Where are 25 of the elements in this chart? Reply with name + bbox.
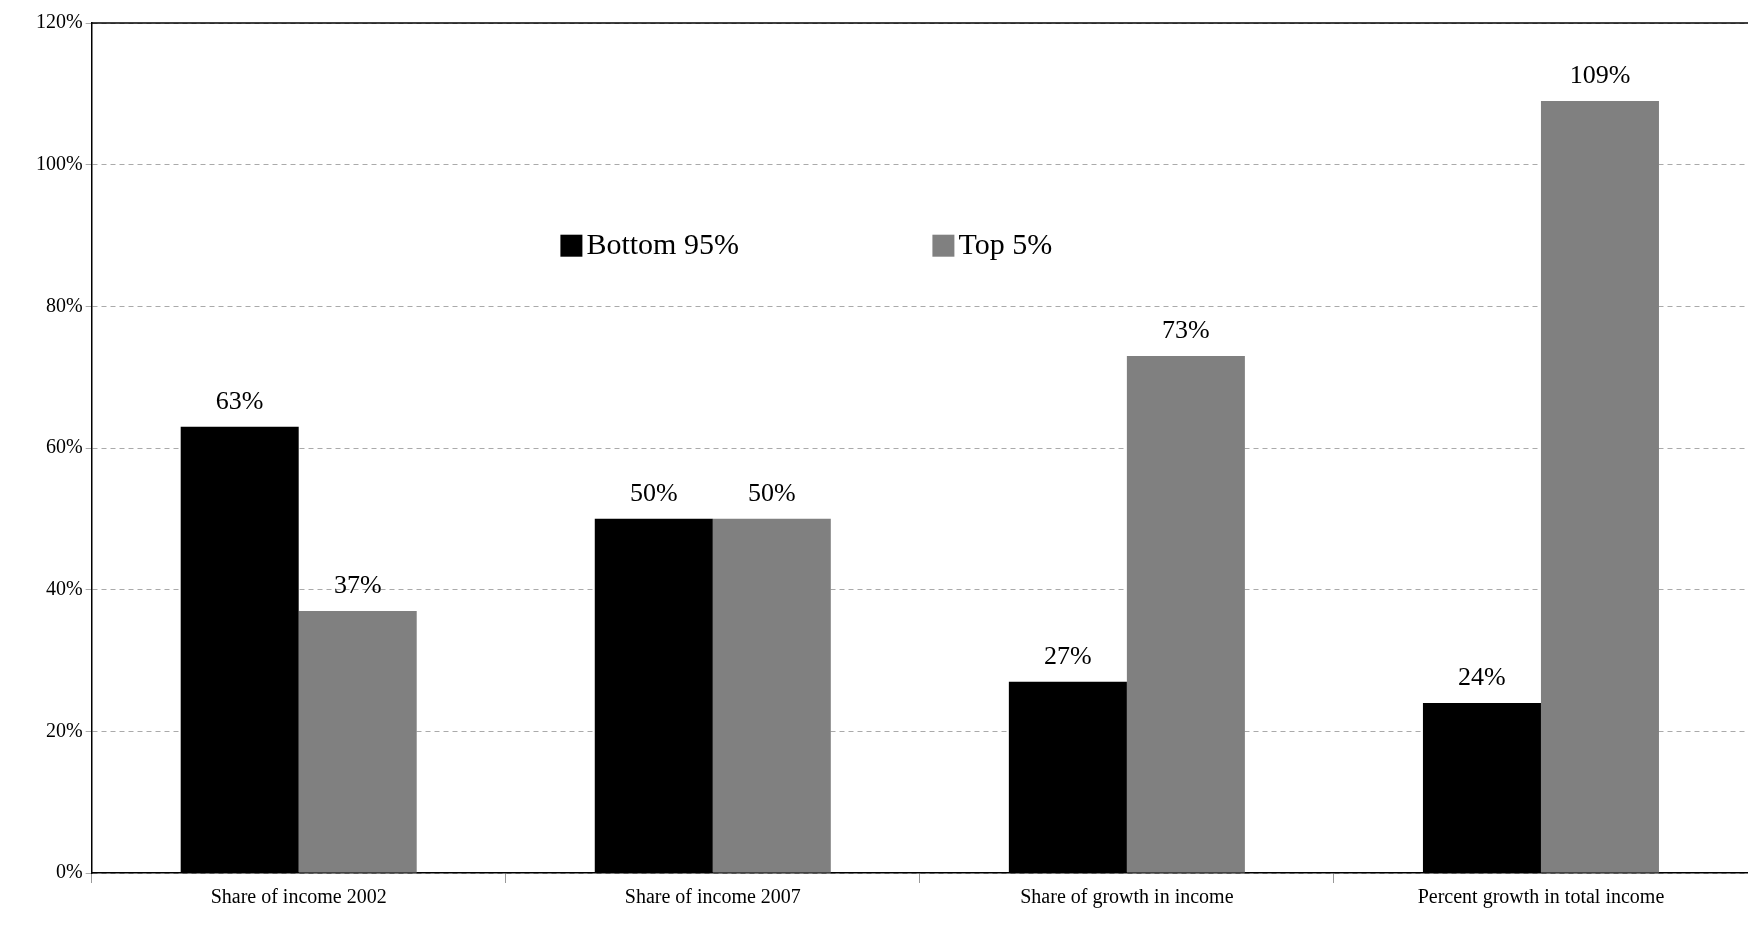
y-tick-label: 60% xyxy=(45,435,83,458)
x-tick-label: Share of growth in income xyxy=(1020,885,1234,909)
y-tick-label: 40% xyxy=(45,576,83,599)
data-label: 37% xyxy=(333,569,382,599)
data-label: 50% xyxy=(747,477,796,507)
data-label: 63% xyxy=(215,385,264,415)
bar xyxy=(712,518,831,873)
x-tick-label: Share of income 2007 xyxy=(624,885,801,908)
x-tick-label: Percent growth in total income xyxy=(1417,885,1665,909)
data-label: 24% xyxy=(1458,661,1506,691)
legend-label: Top 5% xyxy=(958,226,1053,260)
data-label: 109% xyxy=(1569,59,1631,89)
x-tick-label: Share of income 2002 xyxy=(210,885,387,908)
y-tick-label: 20% xyxy=(45,718,83,741)
y-tick-label: 100% xyxy=(35,151,83,174)
y-tick-label: 0% xyxy=(55,860,83,883)
data-label: 27% xyxy=(1044,640,1092,670)
y-tick-label: 120% xyxy=(35,10,83,33)
data-label: 73% xyxy=(1162,314,1210,344)
data-label: 50% xyxy=(629,477,678,507)
y-tick-label: 80% xyxy=(45,293,83,316)
bar xyxy=(1540,100,1659,873)
bar xyxy=(1126,355,1245,873)
bar xyxy=(298,610,417,873)
legend-label: Bottom 95% xyxy=(586,226,739,260)
